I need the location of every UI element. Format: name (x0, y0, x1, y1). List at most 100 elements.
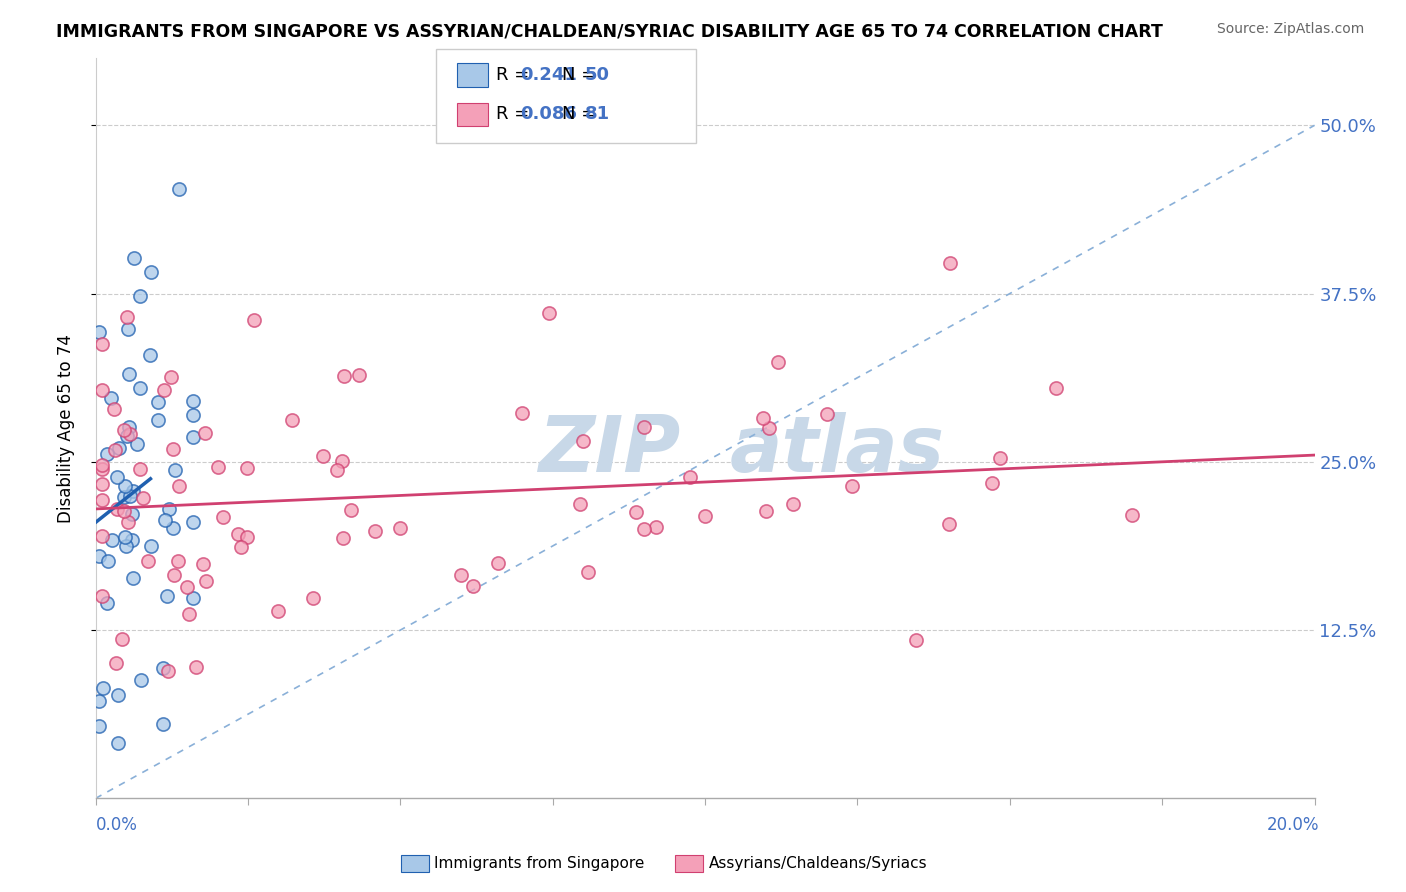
Text: Source: ZipAtlas.com: Source: ZipAtlas.com (1216, 22, 1364, 37)
Point (103, 401, 125, 416)
Point (332, 454, 354, 468)
Point (302, 591, 325, 606)
Point (157, 664, 180, 678)
Point (105, 470, 128, 484)
Point (312, 450, 335, 464)
Point (229, 541, 252, 555)
Point (122, 571, 145, 585)
Point (90, 492, 112, 507)
Point (129, 289, 152, 303)
Point (363, 524, 385, 538)
Point (181, 516, 204, 530)
Point (148, 413, 170, 427)
Point (157, 502, 180, 516)
Point (576, 565, 599, 579)
Point (332, 531, 354, 545)
Point (139, 265, 162, 279)
Point (112, 491, 135, 505)
Text: 0.0%: 0.0% (96, 816, 138, 834)
Point (194, 574, 217, 588)
Point (132, 491, 155, 506)
Point (905, 633, 928, 648)
Point (755, 504, 778, 518)
Point (758, 420, 780, 434)
Point (108, 441, 131, 455)
Point (122, 484, 145, 499)
Point (695, 509, 717, 524)
Text: Immigrants from Singapore: Immigrants from Singapore (434, 856, 645, 871)
Point (340, 503, 363, 517)
Point (644, 520, 666, 534)
Point (162, 521, 184, 535)
Point (105, 657, 128, 671)
Text: 50: 50 (585, 66, 610, 84)
Point (572, 434, 595, 448)
Point (112, 424, 135, 438)
Point (89, 325, 111, 339)
Point (815, 407, 838, 421)
Text: 0.241: 0.241 (520, 66, 576, 84)
Point (159, 370, 181, 384)
Point (179, 607, 201, 621)
Point (166, 554, 188, 568)
Point (181, 408, 204, 422)
Point (841, 479, 863, 493)
Text: N =: N = (562, 105, 602, 123)
Text: 20.0%: 20.0% (1267, 816, 1319, 834)
Point (96, 596, 118, 610)
Point (569, 498, 592, 512)
Point (125, 437, 148, 451)
Point (194, 425, 217, 440)
Point (679, 469, 702, 483)
Point (152, 716, 174, 731)
Point (347, 368, 370, 383)
Point (153, 513, 176, 527)
Point (207, 459, 229, 474)
Point (633, 522, 655, 536)
Point (90, 477, 112, 491)
Point (101, 533, 124, 548)
Text: 81: 81 (585, 105, 610, 123)
Point (136, 554, 159, 568)
Point (129, 673, 152, 687)
Point (117, 429, 139, 443)
Point (153, 383, 176, 397)
Point (461, 578, 484, 592)
Point (117, 322, 139, 336)
Point (118, 489, 141, 503)
Point (1045, 381, 1067, 395)
Point (107, 736, 129, 750)
Point (90, 383, 112, 397)
Point (112, 503, 135, 517)
Point (267, 604, 290, 618)
Point (450, 567, 472, 582)
Point (226, 527, 249, 541)
Point (280, 413, 302, 427)
Point (163, 567, 186, 582)
Point (624, 505, 647, 519)
Point (751, 410, 773, 425)
Text: R =: R = (496, 66, 536, 84)
Point (181, 430, 204, 444)
Point (97, 554, 120, 568)
Point (117, 516, 139, 530)
Point (96, 447, 118, 461)
Point (537, 306, 560, 320)
Point (121, 533, 143, 547)
Text: N =: N = (562, 66, 602, 84)
Point (236, 530, 259, 544)
Point (104, 442, 127, 457)
Point (87, 694, 110, 708)
Text: 0.086: 0.086 (520, 105, 578, 123)
Point (105, 501, 128, 516)
Point (90, 528, 112, 542)
Point (124, 252, 146, 266)
Point (333, 368, 356, 383)
Point (510, 406, 533, 420)
Point (162, 442, 184, 457)
Point (176, 580, 198, 594)
Point (118, 426, 141, 441)
Point (107, 689, 129, 703)
Point (90, 336, 112, 351)
Text: Assyrians/Chaldeans/Syriacs: Assyrians/Chaldeans/Syriacs (709, 856, 927, 871)
